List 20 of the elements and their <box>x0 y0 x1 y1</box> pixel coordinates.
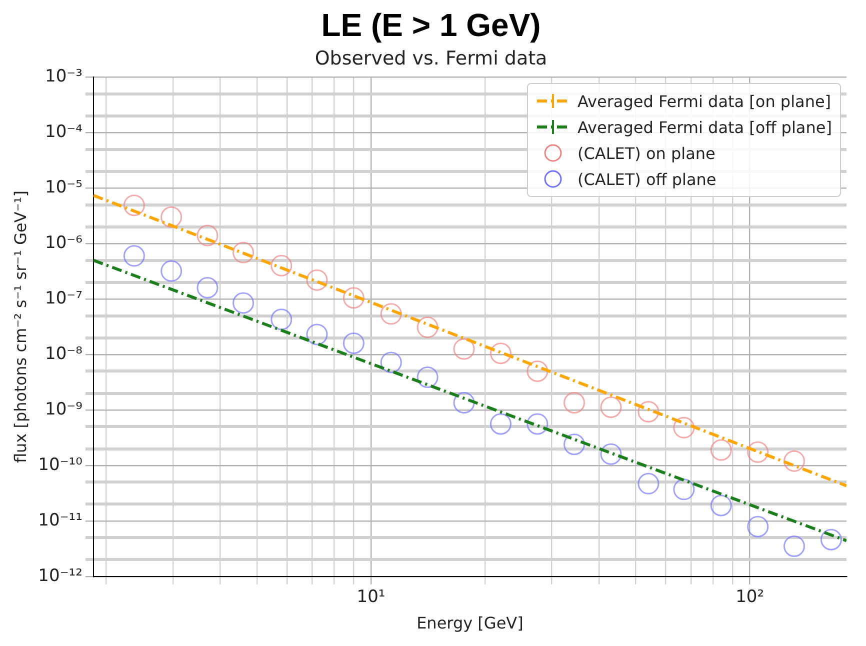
y-tick-label: 10⁻⁹ <box>45 399 83 420</box>
y-tick-label: 10⁻⁶ <box>45 233 83 254</box>
y-tick-label: 10⁻⁸ <box>45 344 83 364</box>
legend-label: Averaged Fermi data [off plane] <box>578 118 832 137</box>
chart-title: LE (E > 1 GeV) <box>321 7 541 44</box>
y-tick-label: 10⁻⁴ <box>45 122 83 142</box>
legend-label: (CALET) off plane <box>578 170 716 189</box>
legend-label: Averaged Fermi data [on plane] <box>578 92 832 111</box>
y-tick-label: 10⁻¹² <box>38 566 82 586</box>
y-axis-title: flux [photons cm⁻² s⁻¹ sr⁻¹ GeV⁻¹] <box>10 190 30 464</box>
legend-label: (CALET) on plane <box>578 144 716 163</box>
y-tick-label: 10⁻¹¹ <box>38 510 82 530</box>
x-tick-label: 10² <box>736 587 764 608</box>
x-tick-label: 10¹ <box>356 587 386 608</box>
x-axis-title: Energy [GeV] <box>416 614 524 633</box>
y-tick-label: 10⁻³ <box>45 66 82 87</box>
y-tick-label: 10⁻¹⁰ <box>38 454 83 475</box>
y-tick-label: 10⁻⁵ <box>45 178 82 198</box>
chart-subtitle: Observed vs. Fermi data <box>314 48 548 70</box>
y-tick-label: 10⁻⁷ <box>45 288 83 308</box>
